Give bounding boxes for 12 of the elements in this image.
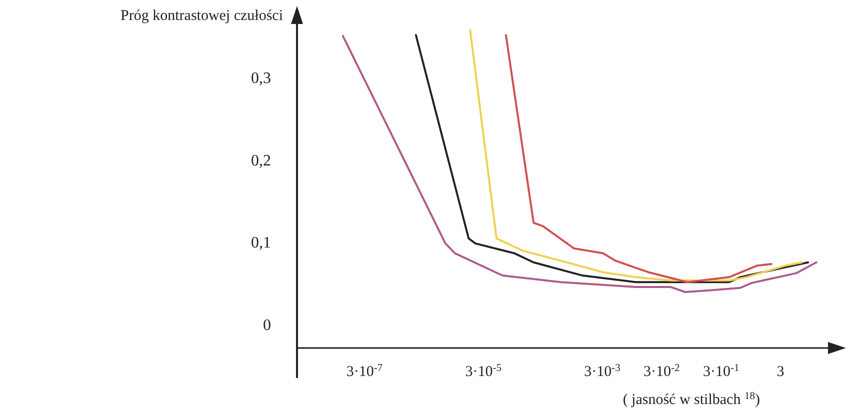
y-tick-label: 0 — [263, 317, 271, 334]
x-tick-label: 3·10$^{-5}$ — [465, 362, 502, 380]
y-tick-label: 0,3 — [251, 70, 271, 87]
x-tick-label: 3 — [776, 364, 784, 380]
x-tick-label: 3·10$^{-2}$ — [644, 362, 680, 380]
x-tick-label: 3·10$^{-1}$ — [702, 362, 740, 380]
x-axis-title: ( jasność w stilbach $^{18}$) — [622, 390, 760, 408]
x-tick-label: 3·10$^{-7}$ — [346, 362, 383, 380]
y-tick-label: 0,1 — [251, 234, 271, 252]
y-tick-label: 0,2 — [251, 152, 271, 170]
y-axis-title: Próg kontrastowej czułości — [120, 8, 283, 24]
x-tick-label: 3·10$^{-3}$ — [584, 362, 620, 380]
